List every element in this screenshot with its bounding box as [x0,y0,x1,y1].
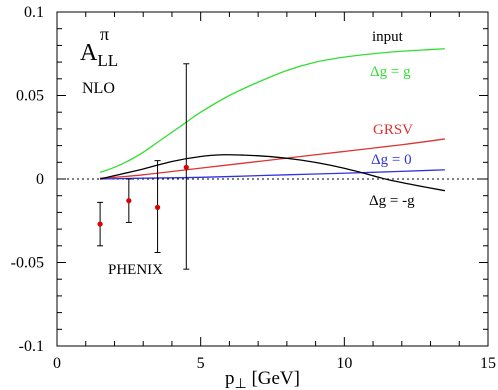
x-tick-label: 15 [480,355,496,372]
order-label: NLO [82,80,115,97]
x-axis-label-unit: [GeV] [247,368,300,389]
x-tick-label: 5 [197,355,205,372]
y-tick-label: 0.1 [24,4,44,21]
dataset-label-phenix: PHENIX [108,262,163,278]
model-curves [99,48,446,192]
series-label-dg-eq-minus-g: Δg = -g [369,193,415,209]
data-point [154,204,161,210]
series-label-grsv: GRSV [373,122,413,138]
quantity-symbol: A [80,40,98,66]
curve-grsv [100,138,445,179]
data-point [97,221,103,227]
y-tick-label: 0.05 [16,88,44,105]
quantity-superscript: π [100,24,109,44]
x-tick-label: 0 [53,355,61,372]
axis-ticks [56,11,489,347]
y-tick-label: 0 [36,171,44,188]
input-header-label: input [372,29,404,45]
data-point [183,164,189,170]
y-tick-label: -0.1 [19,338,44,355]
tick-labels: 0 5 10 15 0.1 0.05 0 -0.05 -0.1 [11,4,496,372]
series-label-dg-eq-0: Δg = 0 [371,152,412,168]
phenix-data-points [97,63,190,270]
quantity-subscript: LL [97,51,118,70]
quantity-label: ALL [80,40,118,70]
series-label-dg-eq-g: Δg = g [370,64,411,80]
data-point [126,198,132,204]
x-tick-label: 10 [336,355,352,372]
curve-dg-eq-g [99,48,445,173]
y-tick-label: -0.05 [11,255,44,272]
x-axis-label-symbol: p [225,368,235,389]
x-axis-label-subscript: ⊥ [235,377,247,390]
x-axis-label: p⊥ [GeV] [225,368,300,390]
curve-dg-eq-minus-g [99,154,446,192]
curve-dg-eq-0 [100,169,445,180]
